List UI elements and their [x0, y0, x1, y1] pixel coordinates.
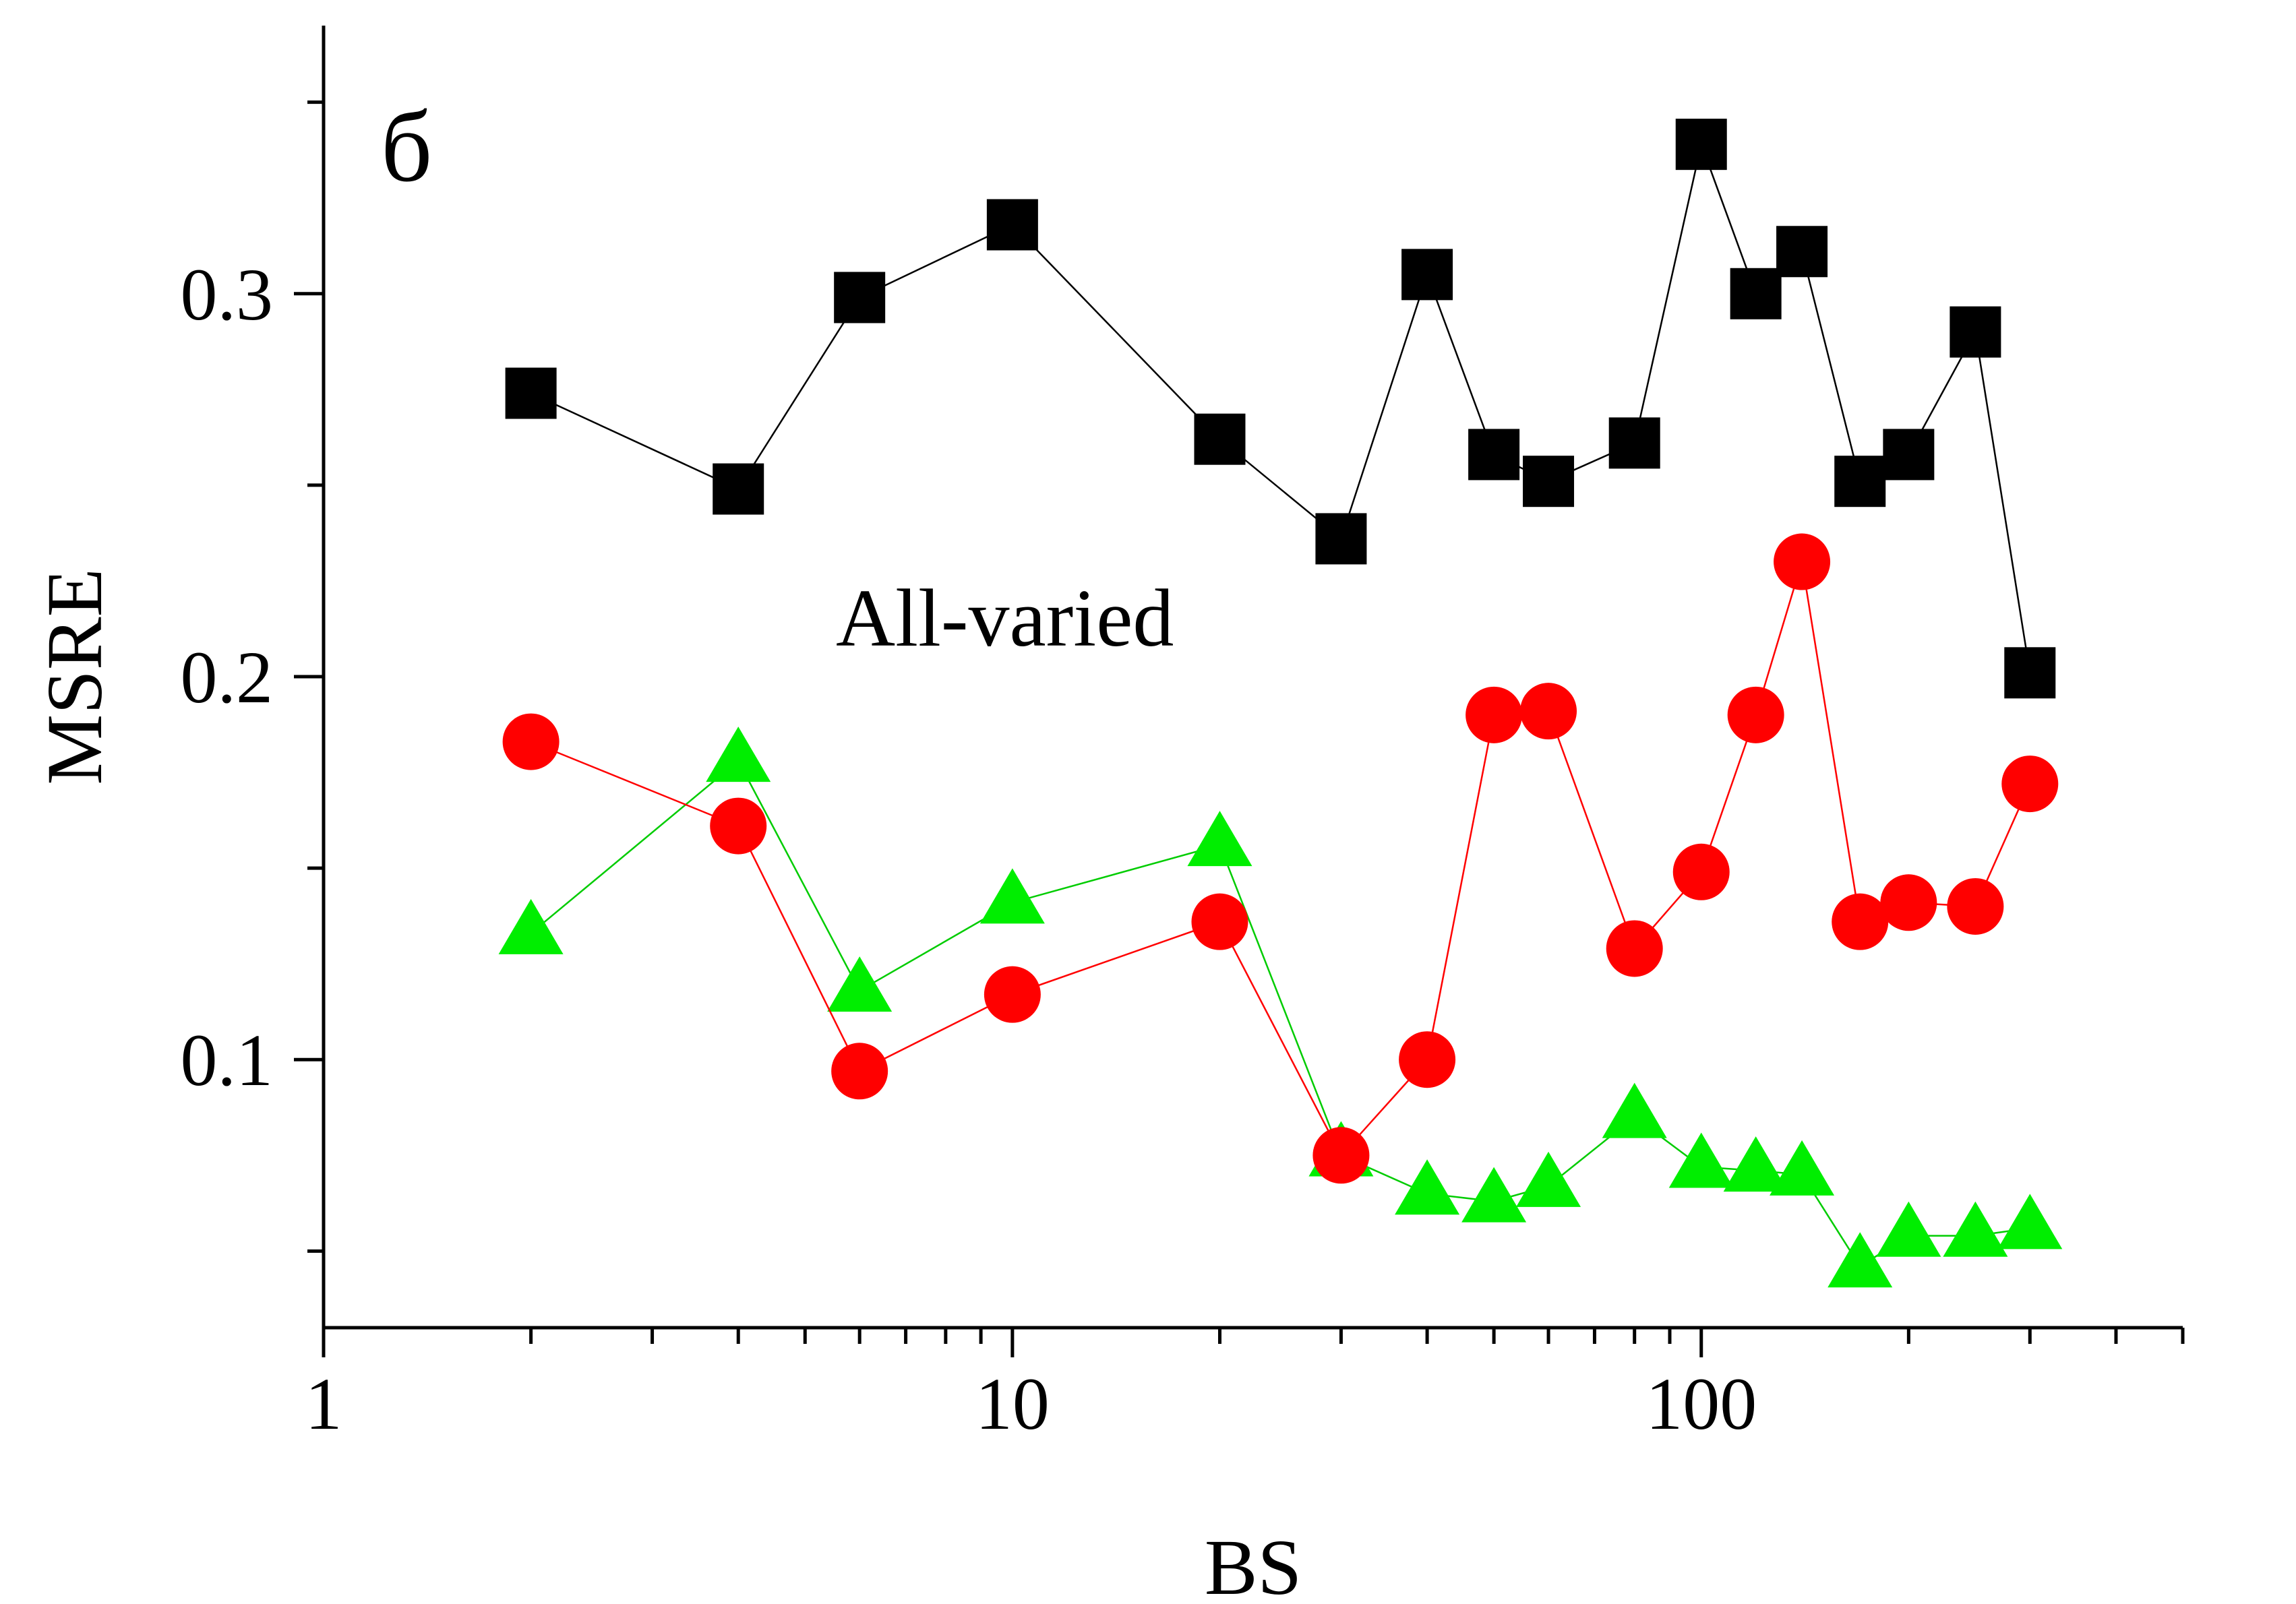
data-point-circle: [831, 1043, 888, 1100]
series-annotation: All-varied: [836, 573, 1174, 664]
data-point-triangle: [1602, 1082, 1667, 1138]
data-point-square: [1730, 268, 1782, 319]
y-tick-label: 0.1: [181, 1019, 274, 1101]
data-point-circle: [502, 713, 560, 770]
tick-labels: 1 10 100 0.1 0.2 0.3: [181, 253, 1757, 1445]
data-point-square: [1194, 413, 1246, 465]
y-tick-label: 0.2: [181, 636, 274, 718]
data-point-triangle: [1461, 1167, 1527, 1223]
data-point-circle: [1520, 683, 1577, 740]
x-tick-label: 100: [1645, 1363, 1757, 1445]
data-point-square: [1883, 429, 1935, 481]
series-line-segment: [737, 826, 861, 1072]
series-line-segment: [737, 297, 861, 490]
data-point-square: [1950, 306, 2001, 358]
data-point-circle: [1466, 686, 1523, 743]
axes: [322, 26, 2183, 1330]
series-line-segment: [1426, 274, 1495, 455]
data-point-square: [713, 463, 764, 515]
data-point-circle: [1606, 920, 1663, 977]
data-point-square: [834, 272, 886, 323]
data-point-triangle: [979, 868, 1045, 924]
data-point-triangle: [498, 898, 564, 954]
series-line-segment: [737, 760, 861, 991]
y-axis-title: MSRE: [30, 568, 119, 784]
x-tick-label: 1: [305, 1363, 342, 1445]
data-point-square: [1523, 456, 1575, 507]
series-line-segment: [1801, 251, 1861, 482]
data-point-circle: [1880, 874, 1937, 931]
data-point-triangle: [1827, 1232, 1893, 1288]
series-line-segment: [1633, 144, 1702, 443]
data-point-square: [1315, 513, 1367, 565]
data-point-triangle: [706, 727, 771, 782]
data-point-triangle: [1943, 1201, 2008, 1257]
series-line-segment: [1012, 844, 1220, 904]
series-line-segment: [1801, 561, 1861, 922]
data-point-triangle: [1516, 1151, 1581, 1207]
data-point-circle: [1947, 877, 2004, 935]
data-point-circle: [1312, 1127, 1370, 1184]
data-point-square: [1675, 119, 1727, 171]
data-point-circle: [1774, 533, 1831, 590]
x-axis-title: BS: [1205, 1523, 1302, 1604]
data-point-square: [1608, 417, 1660, 469]
y-tick-label: 0.3: [181, 253, 274, 336]
tick-marks: [294, 100, 2185, 1357]
data-point-triangle: [1395, 1159, 1460, 1215]
series-line-segment: [1012, 921, 1220, 995]
data-point-square: [1776, 226, 1828, 278]
data-point-triangle: [1997, 1194, 2063, 1250]
data-point-triangle: [1187, 811, 1252, 867]
data-point-triangle: [1876, 1201, 1941, 1257]
data-point-square: [1834, 456, 1886, 507]
data-point-circle: [710, 797, 767, 855]
series-line-segment: [1974, 332, 2031, 673]
plot-area: [498, 119, 2063, 1288]
x-tick-label: 10: [975, 1363, 1050, 1445]
data-point-circle: [984, 966, 1041, 1023]
data-point-circle: [2001, 755, 2059, 813]
data-point-circle: [1399, 1031, 1456, 1088]
data-point-square: [1401, 249, 1453, 301]
data-point-triangle: [1723, 1136, 1788, 1192]
series-square: [505, 119, 2056, 699]
series-line-segment: [859, 993, 1013, 1072]
data-point-square: [986, 199, 1038, 251]
data-point-circle: [1672, 843, 1730, 900]
data-point-circle: [1191, 893, 1248, 950]
series-line-segment: [1011, 224, 1221, 440]
series-line-segment: [1426, 714, 1495, 1060]
panel-label: б: [381, 91, 432, 203]
data-point-circle: [1832, 893, 1889, 950]
series-line-segment: [1219, 921, 1342, 1156]
data-point-triangle: [827, 956, 893, 1012]
data-point-triangle: [1770, 1140, 1835, 1196]
series-line-segment: [531, 392, 739, 490]
series-line-segment: [531, 741, 739, 827]
series-circle: [502, 533, 2059, 1184]
data-point-square: [505, 367, 557, 419]
series-line-segment: [1340, 274, 1428, 539]
data-point-square: [1468, 429, 1520, 481]
data-point-circle: [1727, 686, 1784, 743]
series-line-segment: [1547, 710, 1635, 949]
series-line-segment: [530, 760, 739, 934]
series-line-segment: [1219, 844, 1342, 1156]
data-point-triangle: [1668, 1132, 1734, 1188]
data-point-square: [2004, 647, 2056, 699]
